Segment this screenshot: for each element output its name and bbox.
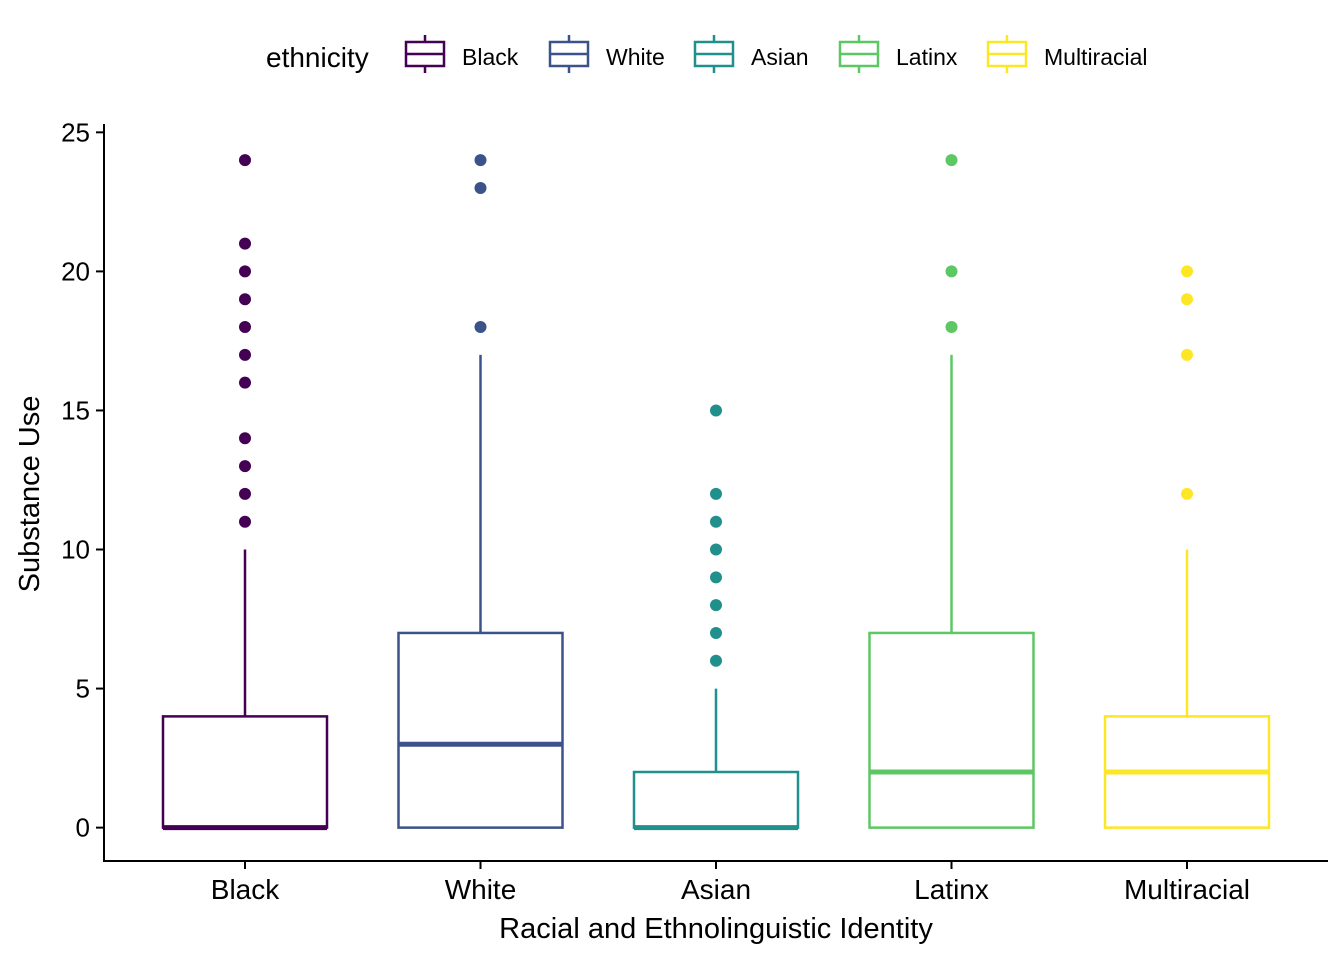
box-asian: [632, 688, 800, 831]
outlier-point: [474, 181, 487, 194]
x-axis-title: Racial and Ethnolinguistic Identity: [499, 913, 933, 945]
outlier-point: [710, 626, 722, 639]
outlier-point: [1181, 265, 1193, 278]
outlier-point: [239, 321, 251, 334]
outlier-point: [1181, 293, 1193, 306]
y-tick-label: 20: [61, 256, 90, 286]
outlier-point: [1181, 348, 1193, 361]
outlier-point: [945, 154, 958, 167]
outlier-point: [710, 487, 722, 500]
outlier-point: [474, 321, 487, 334]
box-black: [161, 549, 329, 831]
outlier-point: [710, 571, 722, 584]
iqr-box: [868, 631, 1035, 829]
outlier-point: [239, 265, 251, 278]
plot-area: [161, 154, 1271, 831]
outlier-point: [710, 404, 722, 417]
legend-label: Black: [462, 44, 519, 70]
box-latinx: [868, 354, 1035, 829]
outlier-point: [239, 348, 251, 361]
outlier-point: [945, 321, 958, 334]
iqr-box: [632, 770, 800, 829]
y-axis-title: Substance Use: [14, 396, 46, 593]
outlier-point: [239, 432, 251, 445]
legend-item-white: White: [548, 35, 665, 73]
y-tick-label: 25: [61, 117, 90, 147]
x-tick-label: Black: [211, 874, 280, 905]
legend-item-multiracial: Multiracial: [986, 35, 1148, 73]
legend-item-black: Black: [404, 35, 519, 73]
outlier-point: [239, 293, 251, 306]
legend-label: White: [606, 44, 665, 70]
outlier-point: [239, 376, 251, 389]
legend-label: Asian: [751, 44, 809, 70]
legend-label: Multiracial: [1044, 44, 1148, 70]
outlier-point: [474, 154, 487, 167]
outlier-point: [239, 515, 251, 528]
outlier-point: [710, 543, 722, 556]
outlier-point: [239, 460, 251, 473]
x-tick-label: Asian: [681, 874, 751, 905]
y-tick-label: 10: [61, 535, 90, 565]
y-tick-label: 15: [61, 395, 90, 425]
outlier-point: [1181, 487, 1193, 500]
legend-item-latinx: Latinx: [838, 35, 958, 73]
legend: ethnicity Black White Asian Latinx Multiraci…: [266, 35, 1148, 73]
x-tick-label: Multiracial: [1124, 874, 1250, 905]
box-white: [397, 354, 564, 829]
legend-title: ethnicity: [266, 42, 369, 73]
legend-label: Latinx: [896, 44, 958, 70]
outlier-point: [239, 154, 251, 167]
iqr-box: [397, 631, 564, 829]
iqr-box: [161, 715, 329, 829]
outlier-point: [710, 654, 722, 667]
y-tick-label: 5: [76, 674, 90, 704]
y-tick-label: 0: [76, 813, 90, 843]
outlier-point: [710, 515, 722, 528]
x-tick-label: Latinx: [914, 874, 989, 905]
box-multiracial: [1103, 549, 1271, 829]
outlier-point: [239, 487, 251, 500]
legend-item-asian: Asian: [693, 35, 809, 73]
outlier-point: [710, 599, 722, 612]
outlier-point: [945, 265, 958, 278]
outlier-point: [239, 237, 251, 250]
x-tick-label: White: [445, 874, 517, 905]
